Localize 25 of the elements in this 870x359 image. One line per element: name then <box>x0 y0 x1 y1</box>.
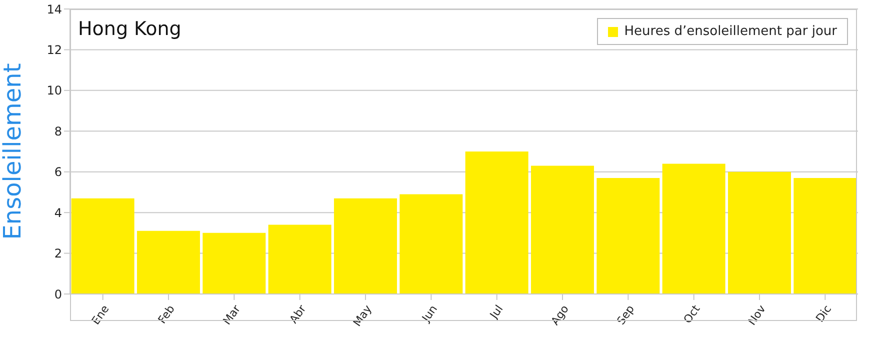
bar <box>794 178 857 294</box>
bar <box>136 230 200 294</box>
bar <box>530 166 594 294</box>
x-tick-label: Jul <box>486 302 506 322</box>
y-tick-label: 6 <box>54 165 62 180</box>
bar <box>596 178 660 294</box>
bar <box>465 152 528 294</box>
bar <box>400 194 463 294</box>
y-tick-label: 8 <box>54 124 62 138</box>
bar <box>71 198 134 294</box>
bar <box>268 224 332 294</box>
y-axis-title: Ensoleillement <box>0 63 27 240</box>
y-tick-label: 14 <box>46 2 62 16</box>
bar <box>662 164 726 294</box>
y-tick-label: 0 <box>54 287 62 302</box>
bar <box>334 198 397 294</box>
x-tick-label: Feb <box>156 302 178 326</box>
legend-label: Heures d’ensoleillement par jour <box>624 24 837 39</box>
y-tick-label: 10 <box>46 84 62 98</box>
y-tick-label: 2 <box>54 246 62 261</box>
text: Hong Kong <box>78 18 182 40</box>
bar <box>728 172 791 294</box>
y-tick-label: 4 <box>54 206 62 220</box>
bar <box>202 232 266 294</box>
y-tick-label: 12 <box>46 42 62 57</box>
